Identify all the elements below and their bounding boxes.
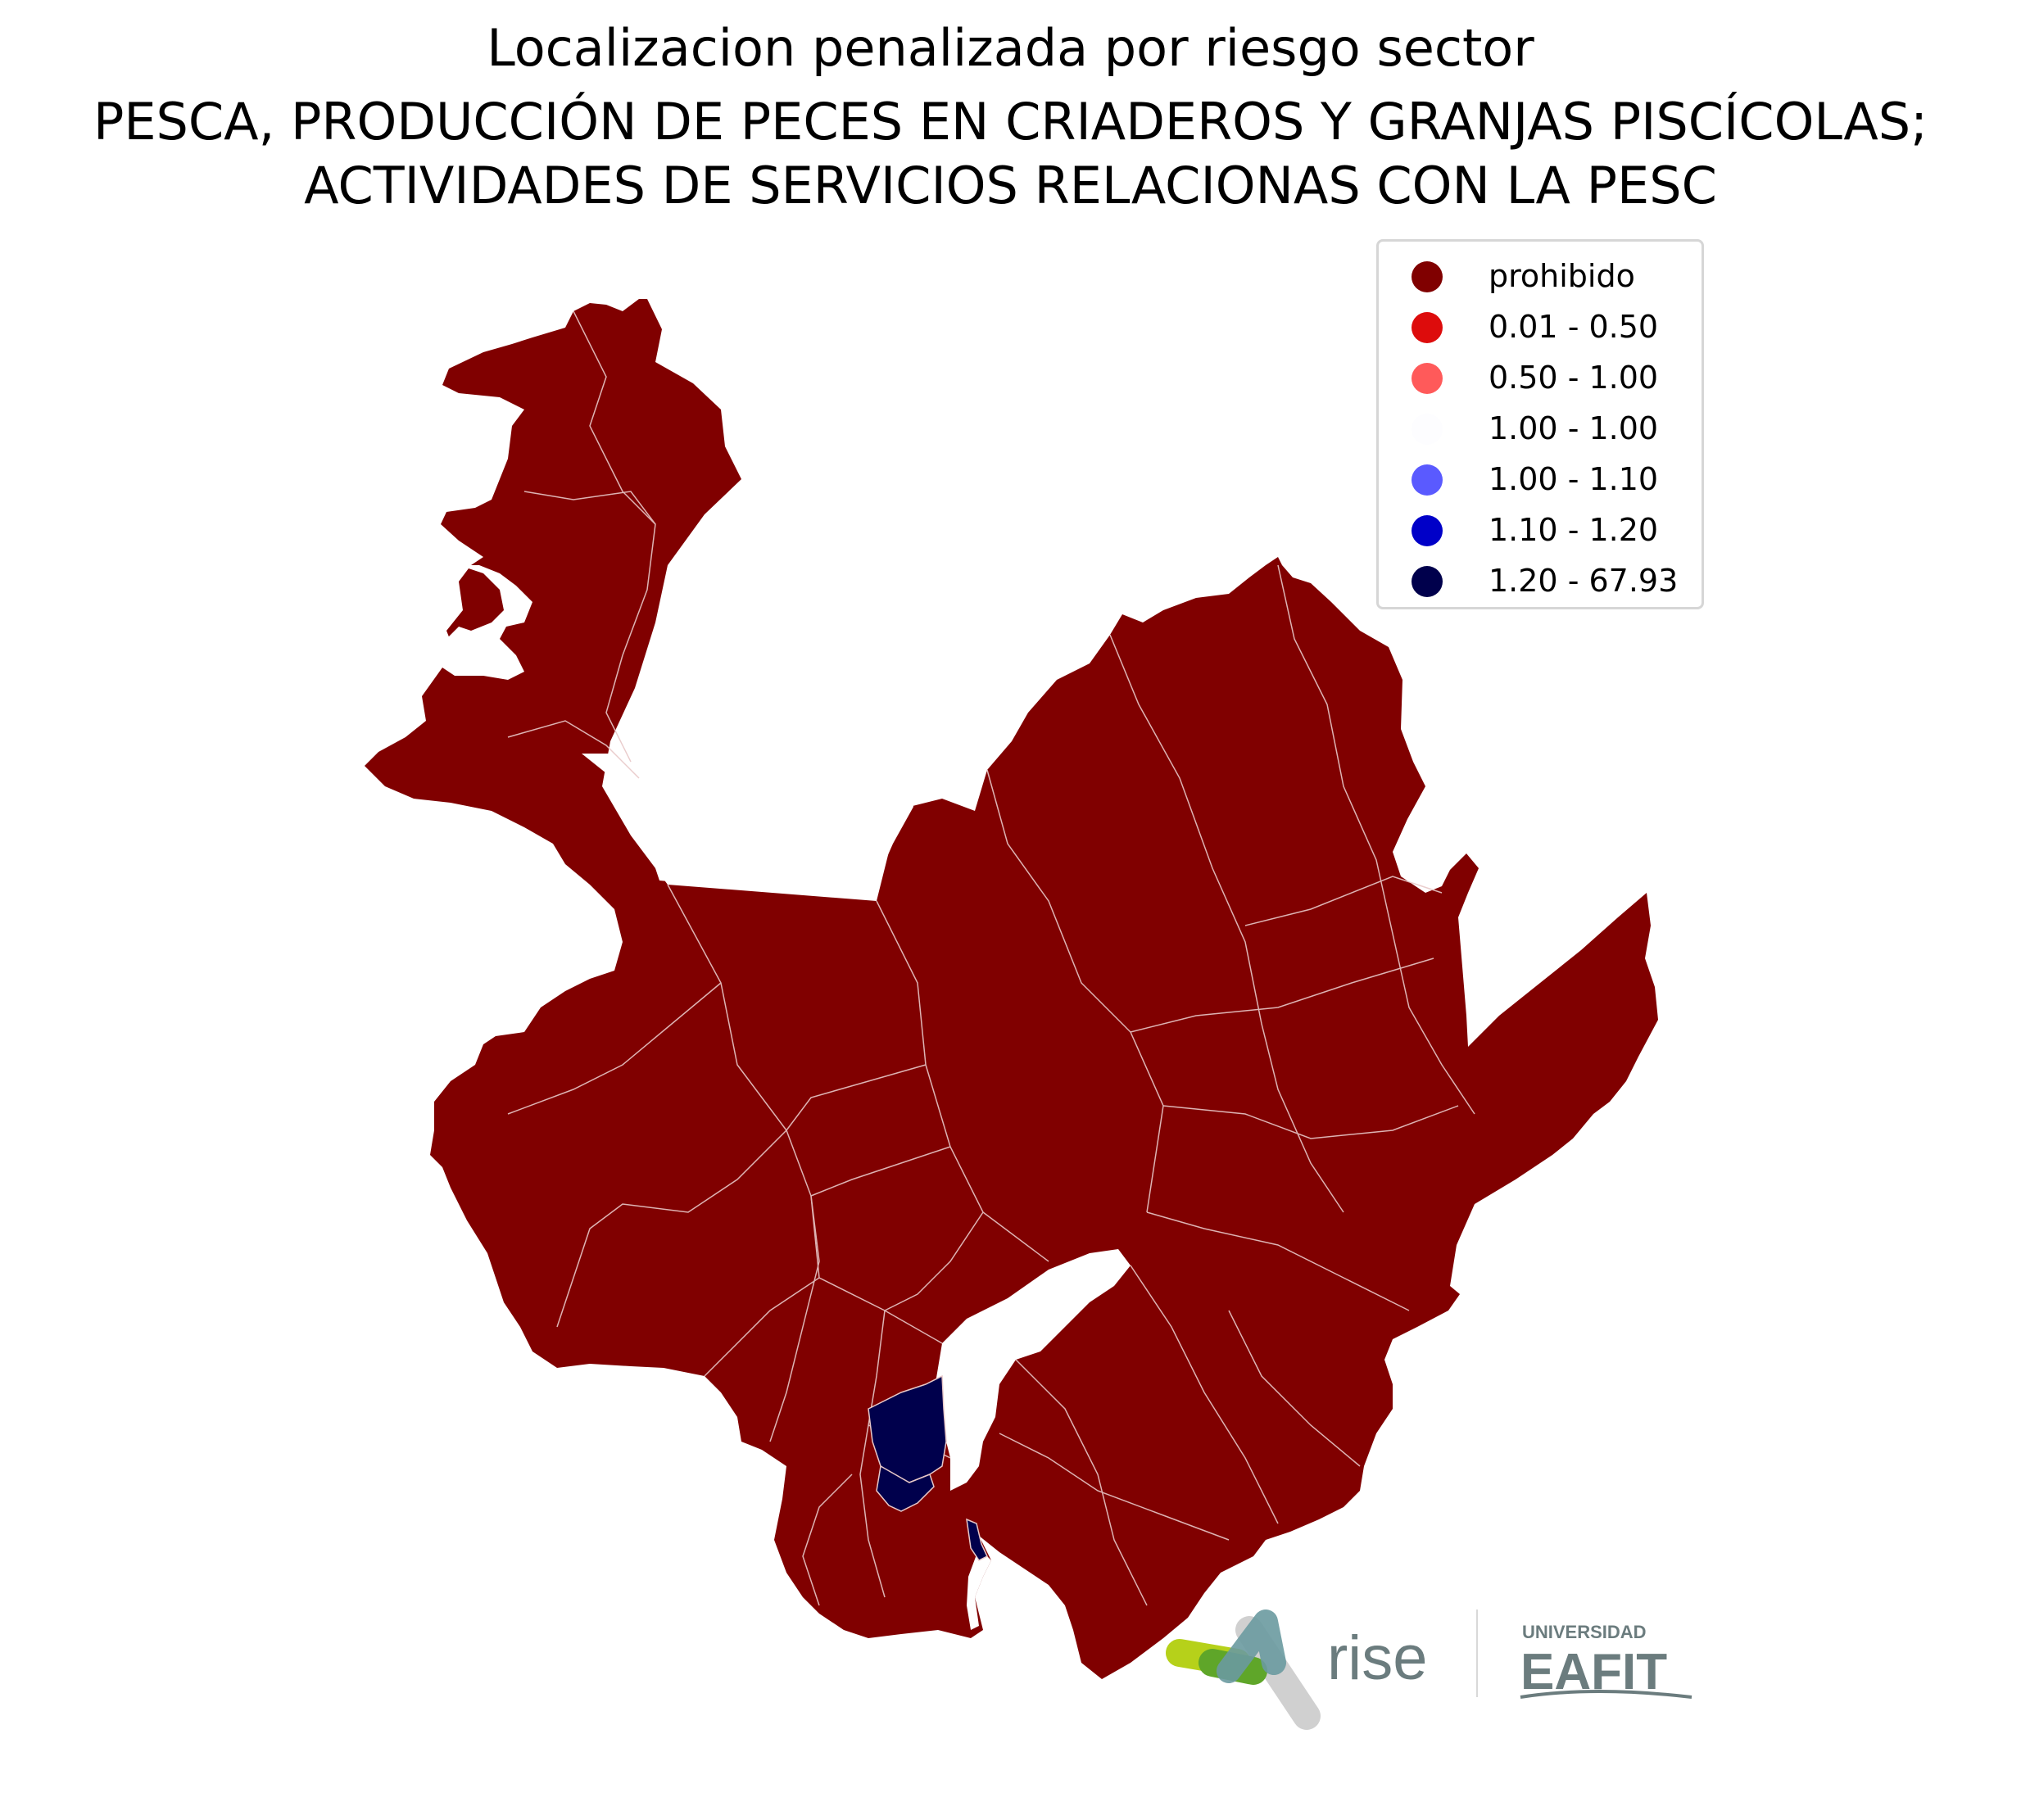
map-legend: prohibido 0.01 - 0.50 0.50 - 1.00 1.00 - 1.… — [1376, 239, 1704, 609]
legend-label: 1.00 - 1.10 — [1489, 461, 1659, 497]
map-void-north — [582, 754, 913, 899]
legend-label: 0.50 - 1.00 — [1489, 360, 1659, 396]
map-subtitle-line-1: PESCA, PRODUCCIÓN DE PECES EN CRIADEROS … — [93, 92, 1928, 152]
map-void-south — [967, 1548, 991, 1630]
region-1-20-67-93-b — [876, 1465, 935, 1512]
map-void-center — [934, 1249, 1131, 1491]
legend-swatch — [1412, 515, 1443, 546]
municipality-borders — [507, 310, 1475, 1606]
legend-label: 0.01 - 0.50 — [1489, 309, 1659, 345]
map-void — [438, 565, 532, 680]
region-prohibido — [365, 299, 1658, 1679]
region-1-20-67-93-c — [966, 1518, 988, 1561]
map-subtitle-line-2: ACTIVIDADES DE SERVICIOS RELACIONAS CON … — [304, 156, 1717, 215]
legend-swatch — [1412, 464, 1443, 496]
legend-label: 1.10 - 1.20 — [1489, 512, 1659, 548]
legend-label: prohibido — [1489, 258, 1635, 294]
rise-wordmark: rise — [1327, 1623, 1427, 1693]
legend-swatch — [1412, 363, 1443, 394]
legend-item: 1.20 - 67.93 — [1379, 556, 1702, 607]
legend-item: 1.00 - 1.10 — [1379, 455, 1702, 505]
legend-item: 0.50 - 1.00 — [1379, 353, 1702, 404]
legend-swatch — [1412, 261, 1443, 292]
eafit-top-text: UNIVERSIDAD — [1522, 1622, 1647, 1642]
legend-label: 1.20 - 67.93 — [1489, 563, 1679, 599]
legend-swatch — [1412, 414, 1443, 445]
legend-swatch — [1412, 566, 1443, 597]
legend-label: 1.00 - 1.00 — [1489, 410, 1659, 446]
legend-swatch — [1412, 312, 1443, 343]
map-title: Localizacion penalizada por riesgo secto… — [487, 18, 1534, 78]
legend-item: 1.10 - 1.20 — [1379, 505, 1702, 556]
rise-logo: rise — [1166, 1609, 1427, 1730]
eafit-logo: UNIVERSIDAD EAFIT — [1520, 1622, 1692, 1700]
legend-item: 1.00 - 1.00 — [1379, 404, 1702, 455]
rise-mark-teal — [1217, 1609, 1286, 1683]
eafit-underline-swoosh — [1520, 1690, 1692, 1699]
legend-item: prohibido — [1379, 251, 1702, 302]
legend-item: 0.01 - 0.50 — [1379, 302, 1702, 353]
